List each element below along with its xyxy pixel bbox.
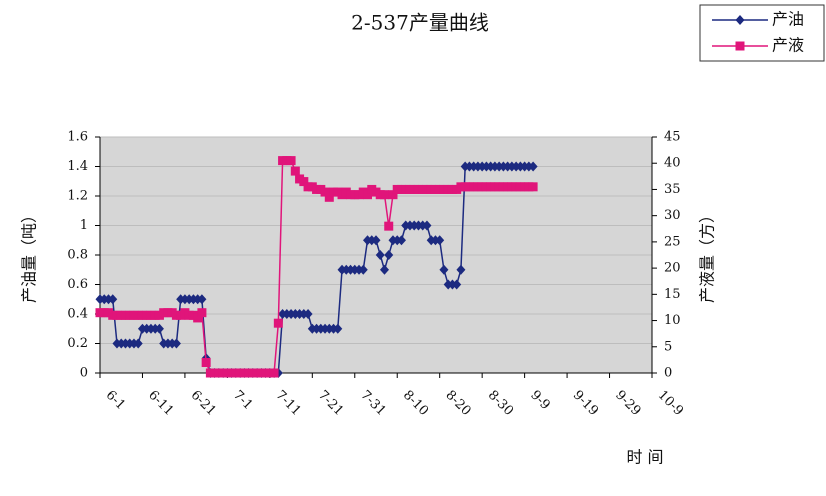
point	[269, 368, 279, 378]
point	[133, 338, 143, 349]
point	[375, 250, 385, 260]
point	[333, 323, 343, 334]
y2-tick-label: 35	[664, 182, 681, 197]
legend-box	[699, 4, 825, 62]
y2-tick-label: 45	[664, 130, 681, 145]
x-tick-label: 9-19	[570, 388, 601, 419]
y2-tick-label: 5	[664, 339, 672, 354]
y2-tick-label: 10	[664, 313, 681, 328]
point	[299, 177, 309, 187]
x-tick-label: 7-21	[315, 388, 346, 419]
point	[324, 192, 334, 202]
legend-label: 产油	[772, 10, 804, 29]
point	[388, 190, 398, 200]
y-tick-label: 0.6	[67, 277, 88, 292]
y-tick-label: 0	[80, 366, 88, 381]
legend-marker	[735, 41, 745, 51]
point	[384, 250, 394, 260]
x-tick-label: 10-9	[655, 388, 686, 419]
point	[371, 235, 381, 246]
point	[422, 220, 432, 231]
y2-tick-label: 25	[664, 234, 681, 249]
point	[154, 323, 164, 334]
legend-label: 产液	[772, 36, 804, 55]
point	[197, 308, 207, 318]
x-tick-label: 9-9	[527, 388, 552, 413]
y-tick-label: 1.4	[67, 159, 88, 174]
point	[201, 358, 211, 368]
point	[273, 318, 283, 328]
point	[193, 313, 203, 323]
point	[439, 264, 449, 275]
y2-tick-label: 30	[664, 208, 681, 223]
x-axis-title: 时 间	[626, 448, 663, 467]
x-tick-label: 6-21	[188, 388, 219, 419]
point	[528, 182, 538, 192]
point	[379, 264, 389, 275]
point	[358, 264, 368, 275]
x-tick-label: 8-20	[442, 388, 473, 419]
point	[379, 190, 389, 200]
y-tick-label: 0.2	[67, 336, 88, 351]
y2-tick-label: 20	[664, 261, 681, 276]
y-tick-label: 0.8	[67, 248, 88, 263]
point	[528, 161, 538, 172]
x-tick-label: 7-1	[230, 388, 255, 413]
y-tick-label: 0.4	[67, 307, 88, 322]
point	[171, 338, 181, 349]
point	[363, 190, 373, 200]
point	[384, 221, 394, 231]
y-tick-label: 1	[80, 218, 88, 233]
x-tick-label: 8-30	[485, 388, 516, 419]
legend-marker	[735, 15, 745, 25]
point	[452, 279, 462, 290]
point	[108, 294, 118, 305]
x-tick-label: 9-29	[612, 388, 643, 419]
x-tick-label: 8-10	[400, 388, 431, 419]
chart-title: 2-537产量曲线	[351, 11, 489, 35]
point	[456, 264, 466, 275]
y-axis-title: 产油量（吨）	[20, 207, 39, 303]
point	[396, 235, 406, 246]
y2-tick-label: 15	[664, 287, 681, 302]
point	[290, 166, 300, 176]
x-tick-label: 7-11	[273, 388, 304, 419]
point	[320, 187, 330, 197]
y-tick-label: 1.2	[67, 189, 88, 204]
point	[303, 309, 313, 319]
x-tick-label: 7-31	[357, 388, 388, 419]
x-tick-label: 6-11	[145, 388, 176, 419]
x-tick-label: 6-1	[103, 388, 128, 413]
y2-axis-title: 产液量（方）	[698, 207, 717, 303]
y-tick-label: 1.6	[67, 130, 88, 145]
y2-tick-label: 40	[664, 156, 681, 171]
point	[197, 294, 207, 305]
point	[435, 235, 445, 246]
y2-tick-label: 0	[664, 366, 672, 381]
point	[286, 156, 296, 166]
